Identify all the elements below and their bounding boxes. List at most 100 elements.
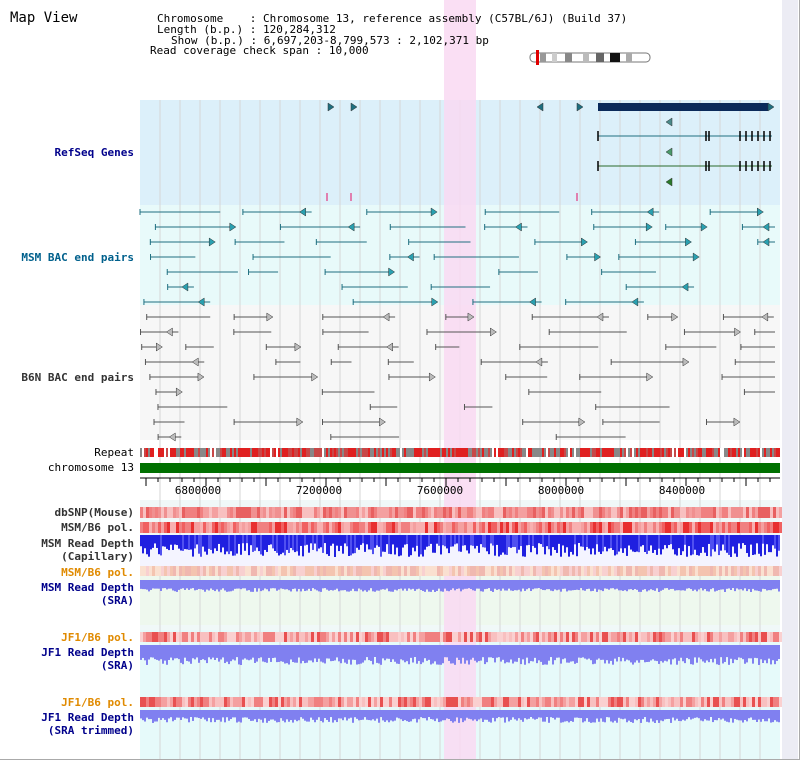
axis-tick-label: 8400000 — [659, 484, 705, 497]
msm-sra-depth-bar — [564, 580, 566, 589]
repeat-bin — [376, 448, 378, 457]
repeat-bin — [238, 448, 240, 457]
jf1-pol-bin — [302, 632, 305, 642]
repeat-bin — [372, 448, 374, 457]
jf1-pol2-bin — [608, 697, 611, 707]
jf1-trim-depth-bar — [306, 710, 308, 722]
jf1-sra-depth-bar — [740, 645, 742, 658]
msm-pol2-bin — [602, 566, 605, 576]
track-label-b6n-bac[interactable]: B6N BAC end pairs — [21, 371, 134, 384]
msm-pol-bin — [635, 522, 638, 533]
jf1-pol-bin — [536, 632, 539, 642]
jf1-pol-bin — [149, 632, 152, 642]
repeat-bin — [370, 448, 372, 457]
msm-depth-bar — [192, 535, 194, 557]
repeat-bin — [508, 448, 510, 457]
msm-sra-depth-bar — [294, 580, 296, 589]
msm-depth-bar — [676, 535, 678, 556]
jf1-trim-depth-bar — [640, 710, 642, 723]
jf1-sra-depth-bar — [670, 645, 672, 665]
jf1-trim-depth-bar — [666, 710, 668, 719]
msm-sra-depth-bar — [662, 580, 664, 590]
msm-depth-bar — [310, 535, 312, 544]
jf1-trim-depth-bar — [392, 710, 394, 722]
track-label-refseq[interactable]: RefSeq Genes — [54, 146, 134, 159]
track-label-jf1-pol: JF1/B6 pol. — [61, 631, 134, 644]
jf1-pol-bin — [368, 632, 371, 642]
msm-pol2-bin — [485, 566, 488, 576]
msm-depth-bar — [704, 535, 706, 553]
jf1-sra-depth-bar — [292, 645, 294, 663]
msm-pol2-bin — [443, 566, 446, 576]
msm-pol-bin — [656, 522, 659, 533]
jf1-pol-bin — [656, 632, 659, 642]
jf1-pol2-bin — [263, 697, 266, 707]
msm-pol-bin — [758, 522, 761, 533]
jf1-trim-depth-bar — [314, 710, 316, 723]
jf1-pol2-bin — [425, 697, 428, 707]
jf1-trim-depth-bar — [496, 710, 498, 719]
dbsnp-bin — [581, 507, 584, 518]
msm-pol2-bin — [338, 566, 341, 576]
repeat-bin — [448, 448, 450, 457]
jf1-pol-bin — [677, 632, 680, 642]
repeat-bin — [204, 448, 206, 457]
repeat-bin — [246, 448, 248, 457]
msm-depth-bar — [286, 535, 288, 550]
msm-sra-depth-bar — [574, 580, 576, 591]
jf1-sra-depth-bar — [456, 645, 458, 658]
msm-pol2-bin — [236, 566, 239, 576]
msm-depth-bar — [374, 535, 376, 548]
jf1-pol-bin — [272, 632, 275, 642]
jf1-pol-bin — [236, 632, 239, 642]
msm-depth-bar — [634, 535, 636, 553]
jf1-sra-depth-bar — [344, 645, 346, 663]
track-label-msm-bac[interactable]: MSM BAC end pairs — [21, 251, 134, 264]
repeat-bin — [328, 448, 330, 457]
msm-depth-bar — [258, 535, 260, 552]
ideogram-band — [626, 53, 632, 62]
jf1-pol-bin — [743, 632, 746, 642]
msm-sra-depth-bar — [536, 580, 538, 589]
jf1-trim-depth-bar — [538, 710, 540, 718]
jf1-trim-depth-bar — [284, 710, 286, 723]
vertical-scrollbar[interactable] — [782, 0, 798, 760]
jf1-sra-depth-bar — [318, 645, 320, 659]
msm-pol-bin — [626, 522, 629, 533]
jf1-sra-depth-bar — [148, 645, 150, 660]
jf1-sra-depth-bar — [406, 645, 408, 662]
jf1-trim-depth-bar — [456, 710, 458, 718]
msm-depth-bar — [164, 535, 166, 547]
jf1-pol-bin — [572, 632, 575, 642]
jf1-trim-depth-bar — [216, 710, 218, 720]
msm-sra-depth-bar — [150, 580, 152, 590]
msm-sra-depth-bar — [356, 580, 358, 592]
dbsnp-bin — [635, 507, 638, 518]
jf1-sra-depth-bar — [360, 645, 362, 664]
jf1-trim-depth-bar — [674, 710, 676, 721]
b6n-bac-arrow — [646, 372, 654, 382]
msm-sra-depth-bar — [706, 580, 708, 592]
msm-depth-bar — [722, 535, 724, 545]
msm-pol2-bin — [614, 566, 617, 576]
msm-depth-bar — [326, 535, 328, 555]
msm-pol2-bin — [518, 566, 521, 576]
repeat-bin — [774, 448, 776, 457]
msm-depth-bar — [514, 535, 516, 548]
msm-depth-bar — [550, 535, 552, 556]
msm-sra-depth-bar — [458, 580, 460, 589]
chromosome-ideogram[interactable] — [529, 50, 651, 65]
dbsnp-bin — [350, 507, 353, 518]
msm-sra-depth-bar — [314, 580, 316, 590]
jf1-trim-depth-bar — [282, 710, 284, 721]
jf1-pol-bin — [191, 632, 194, 642]
jf1-trim-depth-bar — [748, 710, 750, 719]
jf1-trim-depth-bar — [632, 710, 634, 723]
jf1-pol2-bin — [329, 697, 332, 707]
jf1-pol2-bin — [665, 697, 668, 707]
dbsnp-bin — [701, 507, 704, 518]
jf1-sra-depth-bar — [242, 645, 244, 660]
msm-sra-depth-bar — [318, 580, 320, 592]
jf1-sra-depth-bar — [598, 645, 600, 659]
